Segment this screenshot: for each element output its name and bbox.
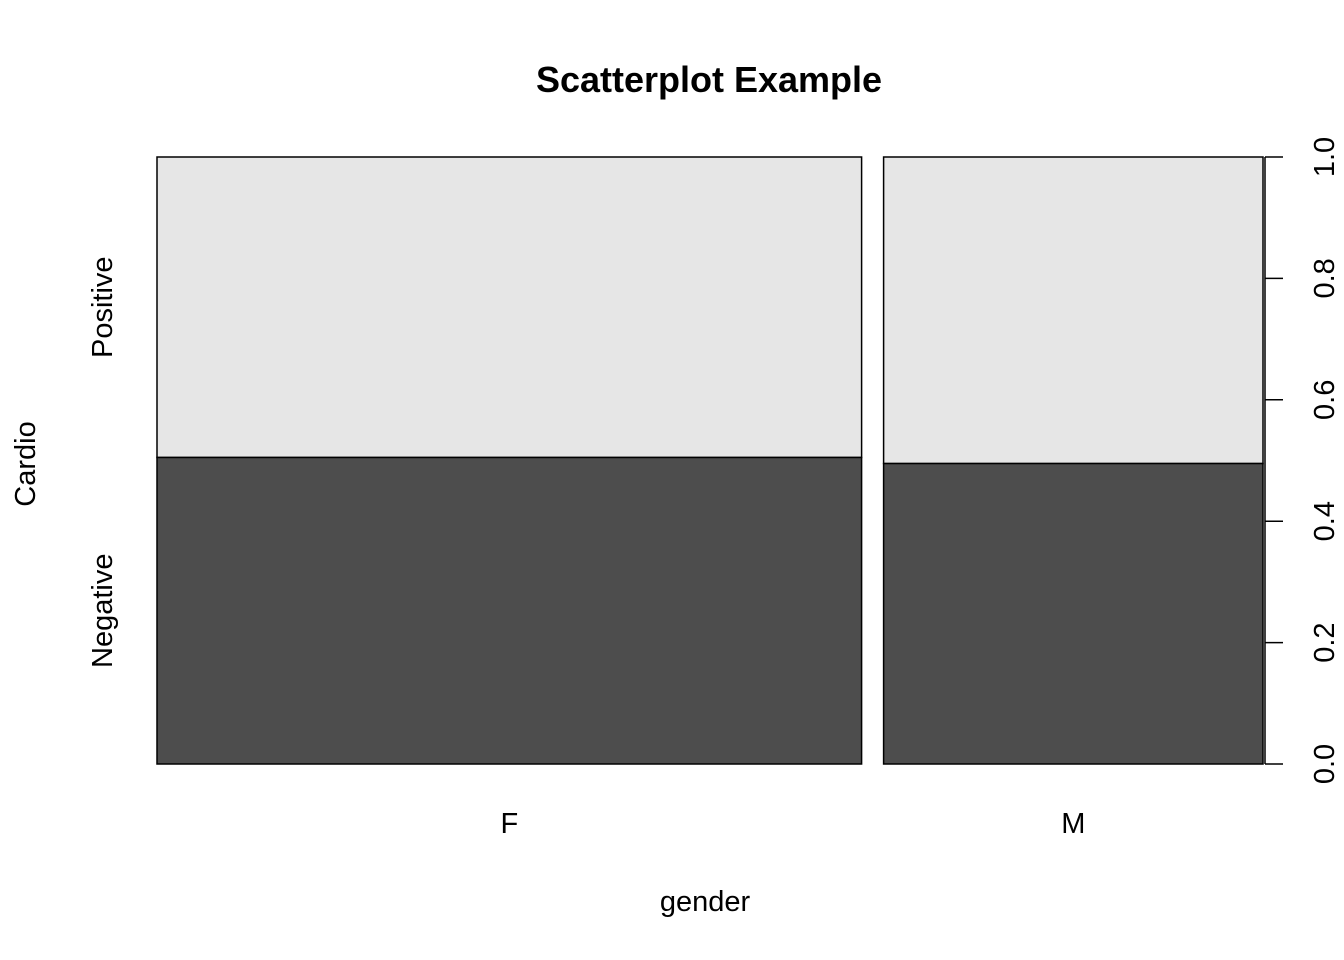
x-tick-label-m: M xyxy=(1061,808,1085,840)
bar-f-positive xyxy=(156,156,863,459)
right-axis-tick-label: 0.6 xyxy=(1309,380,1341,420)
bar-m-positive xyxy=(882,156,1264,465)
y-axis-title: Cardio xyxy=(10,421,42,506)
bar-f-negative xyxy=(156,456,863,765)
right-axis-tick-label: 0.0 xyxy=(1309,744,1341,784)
level-label-positive: Positive xyxy=(87,256,119,358)
right-axis-tick-label: 0.2 xyxy=(1309,622,1341,662)
bar-m-negative xyxy=(882,462,1264,765)
level-labels: Negative Positive xyxy=(87,256,119,668)
right-axis-tick-label: 0.8 xyxy=(1309,258,1341,298)
bars-layer xyxy=(156,156,1264,765)
x-tick-label-f: F xyxy=(500,808,518,840)
right-axis-tick-label: 0.4 xyxy=(1309,501,1341,541)
x-axis-title: gender xyxy=(660,886,751,918)
right-axis: 0.0 0.2 0.4 0.6 0.8 1.0 xyxy=(1264,137,1341,784)
chart-title: Scatterplot Example xyxy=(536,59,882,100)
level-label-negative: Negative xyxy=(87,553,119,667)
right-axis-tick-label: 1.0 xyxy=(1309,137,1341,177)
